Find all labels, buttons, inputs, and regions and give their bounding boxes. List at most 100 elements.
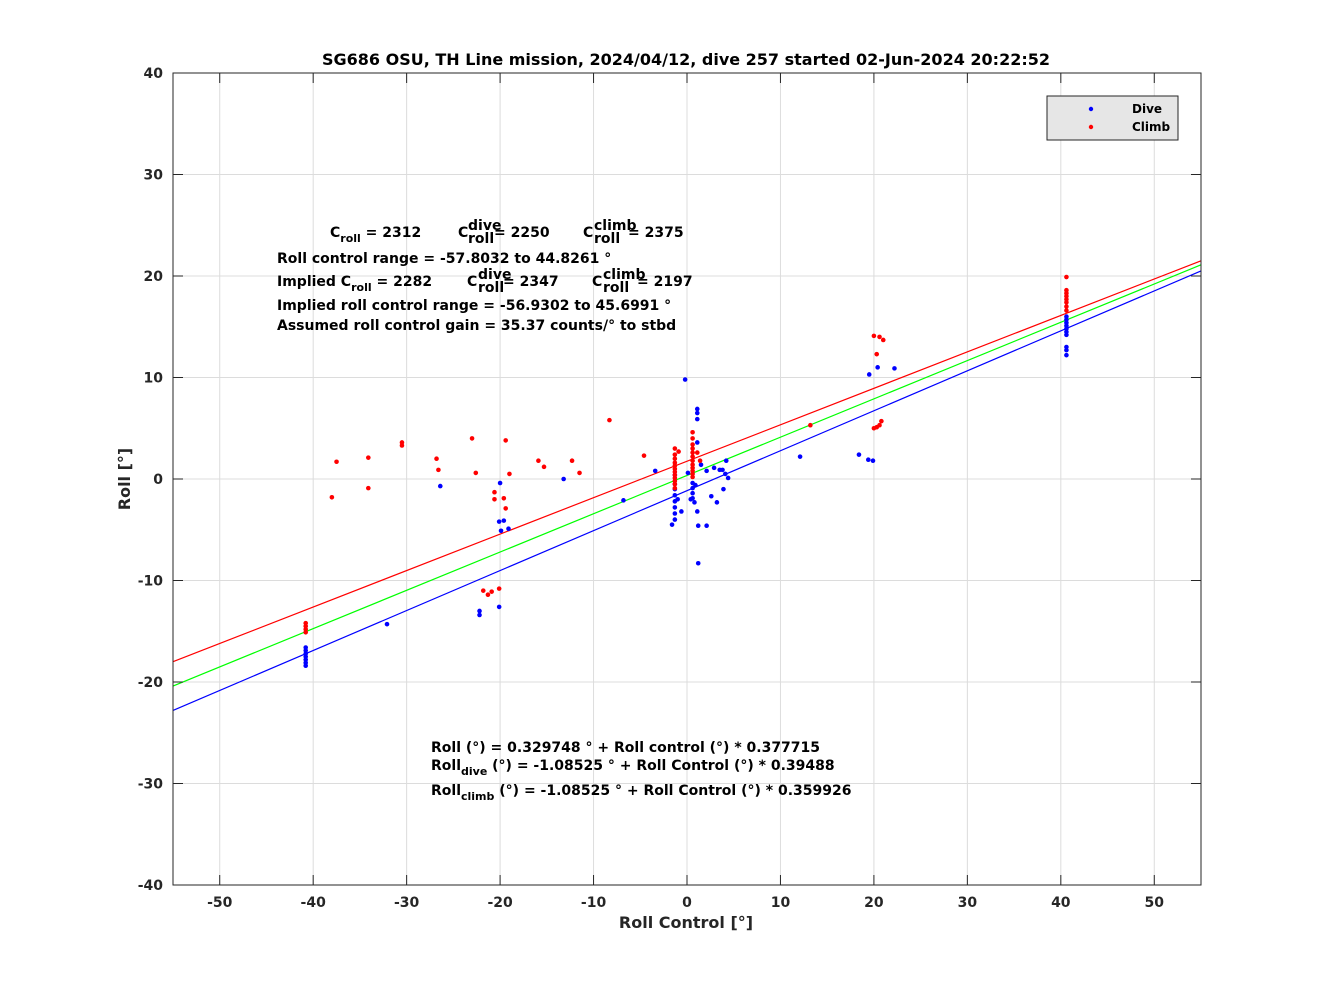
annotation-block-equations: Roll (°) = 0.329748 ° + Roll control (°)… xyxy=(431,740,851,803)
x-tick-label-4: -10 xyxy=(581,895,607,911)
dive-point-62 xyxy=(870,458,876,464)
dive-point-63 xyxy=(866,372,872,377)
y-tick-label-3: -10 xyxy=(138,574,164,590)
y-tick-label-7: 30 xyxy=(144,168,164,184)
legend-box xyxy=(1046,95,1179,141)
fit-lines xyxy=(172,260,1202,711)
climb-point-42 xyxy=(676,449,681,454)
annotation-block-upper: Croll = 2312 C dive roll = 2250 C climb … xyxy=(277,218,693,334)
climb-point-58 xyxy=(871,333,877,339)
dive-point-41 xyxy=(694,416,700,422)
dive-point-59 xyxy=(797,454,803,459)
climb-point-27 xyxy=(577,470,582,476)
climb-point-22 xyxy=(503,506,508,511)
chart-title: SG686 OSU, TH Line mission, 2024/04/12, … xyxy=(322,50,1050,69)
climb-point-18 xyxy=(492,497,497,502)
climb-point-59 xyxy=(877,334,882,340)
dive-point-65 xyxy=(892,366,897,371)
climb-point-19 xyxy=(496,586,502,591)
dive-point-15 xyxy=(498,528,504,534)
climb-point-24 xyxy=(536,458,541,464)
dive-point-51 xyxy=(711,465,717,471)
implied-climb-sub: roll xyxy=(603,280,629,296)
climb-point-72 xyxy=(1064,287,1069,293)
climb-point-14 xyxy=(480,588,486,593)
climb-point-12 xyxy=(469,436,475,441)
legend-dive-marker xyxy=(1088,106,1094,112)
climb-point-46 xyxy=(690,446,695,451)
annotation-c-roll-climb: C xyxy=(583,225,593,241)
series-dive xyxy=(303,314,1069,669)
climb-point-15 xyxy=(485,592,491,598)
climb-point-3 xyxy=(303,629,309,635)
dive-point-43 xyxy=(694,406,700,412)
dive-point-46 xyxy=(695,560,701,566)
x-tick-label-3: -20 xyxy=(487,895,513,911)
x-axis-label: Roll Control [°] xyxy=(619,913,753,932)
legend-climb-label: Climb xyxy=(1132,120,1171,134)
dive-point-14 xyxy=(501,518,507,523)
climb-point-20 xyxy=(501,495,507,501)
climb-point-4 xyxy=(329,494,335,500)
c-roll-value: = 2312 xyxy=(361,225,421,241)
dive-point-29 xyxy=(675,497,680,502)
dive-point-7 xyxy=(384,621,390,627)
dive-point-47 xyxy=(698,462,704,468)
x-tick-label-2: -30 xyxy=(394,895,420,911)
dive-point-10 xyxy=(477,612,482,618)
dive-point-75 xyxy=(1064,314,1069,319)
climb-point-25 xyxy=(541,464,547,470)
implied-dive-value: = 2347 xyxy=(503,274,559,290)
equation-roll-dive: Rolldive (°) = -1.08525 ° + Roll Control… xyxy=(431,758,835,778)
climb-point-48 xyxy=(690,454,695,459)
eq-dive-base: Roll xyxy=(431,758,461,774)
y-tick-label-1: -30 xyxy=(138,777,164,793)
climb-point-61 xyxy=(874,351,880,357)
dive-point-27 xyxy=(672,517,678,522)
climb-point-45 xyxy=(690,442,695,447)
implied-climb-sup: climb xyxy=(603,267,646,283)
climb-point-16 xyxy=(489,589,494,594)
climb-point-17 xyxy=(492,489,497,495)
dive-point-52 xyxy=(714,500,720,505)
climb-point-11 xyxy=(436,467,441,473)
dive-point-6 xyxy=(303,663,309,669)
climb-point-65 xyxy=(879,418,884,424)
equation-roll-climb: Rollclimb (°) = -1.08525 ° + Roll Contro… xyxy=(431,783,851,803)
c-roll-sub: roll xyxy=(340,232,361,245)
dive-point-66 xyxy=(1064,352,1069,358)
dive-point-37 xyxy=(690,495,695,501)
climb-point-64 xyxy=(877,422,882,428)
climb-point-31 xyxy=(672,452,678,457)
dive-point-49 xyxy=(704,468,709,474)
climb-point-28 xyxy=(607,417,612,423)
x-tick-label-5: 0 xyxy=(682,895,692,911)
y-tick-label-8: 40 xyxy=(144,66,164,82)
dive-point-12 xyxy=(497,480,503,486)
dive-point-64 xyxy=(875,365,880,370)
climb-point-26 xyxy=(569,458,575,464)
implied-sub: roll xyxy=(351,281,372,294)
climb-point-7 xyxy=(366,485,371,491)
dive-point-28 xyxy=(669,522,675,527)
dive-point-39 xyxy=(693,482,698,488)
y-axis-label: Roll [°] xyxy=(115,448,134,510)
implied-climb-base: C xyxy=(592,274,602,290)
climb-point-10 xyxy=(434,456,439,462)
dive-point-23 xyxy=(672,492,678,498)
dive-point-36 xyxy=(690,490,695,496)
eq-climb-base: Roll xyxy=(431,783,461,799)
legend-dive-label: Dive xyxy=(1132,102,1162,116)
data-points xyxy=(303,274,1069,669)
dive-point-16 xyxy=(506,526,511,532)
implied-dive-base: C xyxy=(467,274,477,290)
y-tick-label-6: 20 xyxy=(144,269,164,285)
climb-point-13 xyxy=(473,470,479,476)
climb-point-40 xyxy=(672,481,678,487)
y-tick-label-0: -40 xyxy=(138,878,164,894)
c-roll-dive-base: C xyxy=(458,225,468,241)
climb-point-43 xyxy=(690,430,695,435)
c-roll-climb-sub: roll xyxy=(594,231,620,247)
climb-point-60 xyxy=(880,337,886,343)
